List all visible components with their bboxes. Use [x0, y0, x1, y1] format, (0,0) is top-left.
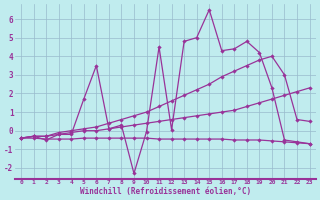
X-axis label: Windchill (Refroidissement éolien,°C): Windchill (Refroidissement éolien,°C) [80, 187, 251, 196]
